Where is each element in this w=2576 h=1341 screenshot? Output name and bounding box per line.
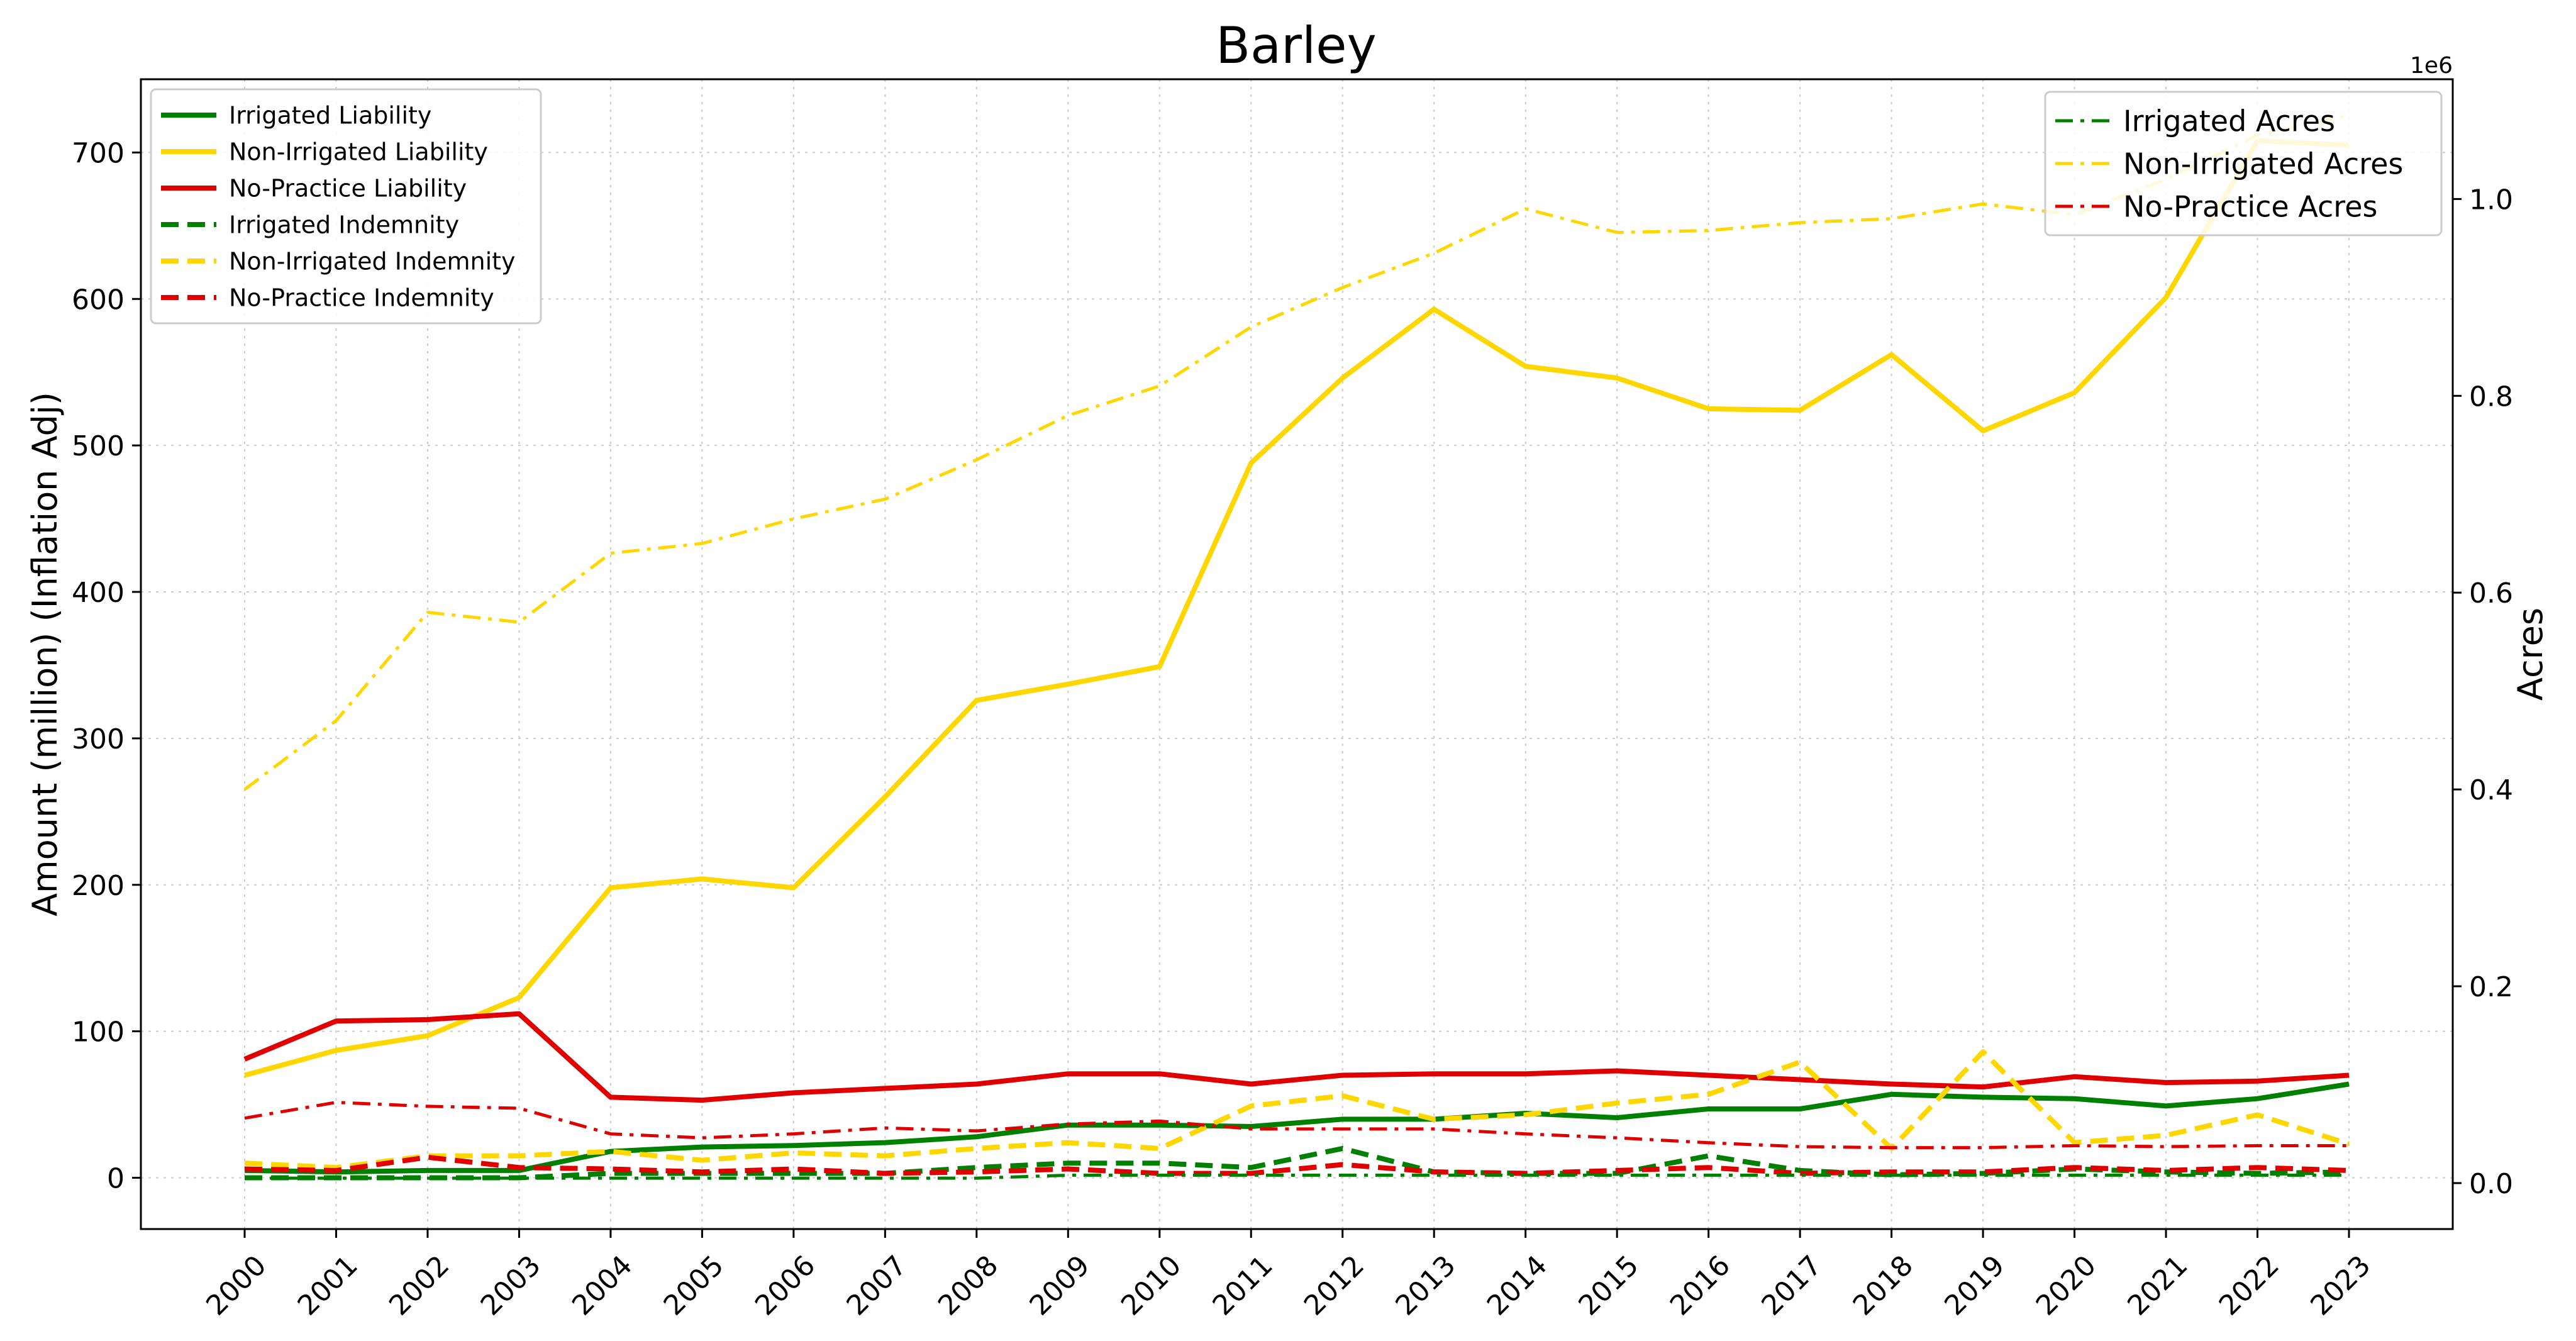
y-axis-right: 0.0 0.2 0.4 0.6 0.8 1.0 (2453, 184, 2513, 1200)
x-tick-label: 2014 (1481, 1249, 1553, 1322)
legend-label: Non-Irrigated Indemnity (229, 248, 516, 275)
x-axis: 2000 2001 2002 2003 2004 2005 2006 2007 2008 2009… (200, 1229, 2377, 1322)
plot-frame (140, 78, 2454, 1230)
x-tick-label: 2010 (1115, 1249, 1187, 1322)
y2-tick-label: 0.8 (2469, 381, 2513, 413)
x-tick-label: 2007 (841, 1249, 913, 1322)
y2-tick-label: 0.2 (2469, 971, 2513, 1003)
y-axis-label: Amount (million) (Inflation Adj) (25, 392, 65, 916)
legend-label: Irrigated Acres (2123, 104, 2335, 138)
y-tick-label: 400 (72, 577, 125, 609)
x-tick-label: 2012 (1298, 1249, 1370, 1322)
x-tick-label: 2006 (749, 1249, 821, 1322)
series-line: Irrigated Acres (245, 1173, 2349, 1180)
y2-axis-label: Acres (2511, 608, 2550, 701)
legend-box (150, 88, 542, 325)
y2-offset-text: 1e6 (2410, 53, 2453, 79)
x-tick-label: 2023 (2304, 1249, 2377, 1322)
y-tick-label: 200 (72, 870, 125, 902)
series-line: Non-Irrigated Liability (243, 138, 2350, 1078)
x-tick-label: 2020 (2030, 1249, 2102, 1322)
x-tick-label: 2021 (2121, 1249, 2194, 1322)
x-tick-label: 2009 (1023, 1249, 1096, 1322)
x-tick-label: 2008 (932, 1249, 1004, 1322)
x-tick-label: 2019 (1938, 1249, 2011, 1322)
legend-label: Non-Irrigated Acres (2123, 147, 2403, 181)
y2-tick-label: 0.0 (2469, 1168, 2513, 1200)
y-tick-label: 300 (72, 723, 125, 755)
legend-label: Non-Irrigated Liability (229, 138, 488, 166)
series-line: No-Practice Acres (244, 1101, 2349, 1150)
series-line: Non-Irrigated Acres (243, 113, 2350, 791)
series-line: Non-Irrigated Indemnity (244, 1049, 2350, 1171)
y-tick-label: 0 (107, 1162, 125, 1194)
legend-box (2044, 91, 2443, 236)
x-tick-label: 2016 (1664, 1249, 1736, 1322)
legend-label: Irrigated Liability (229, 102, 431, 130)
x-tick-label: 2004 (566, 1249, 638, 1322)
chart-title: Barley (1216, 16, 1377, 75)
y-tick-label: 500 (72, 430, 125, 462)
x-tick-label: 2017 (1755, 1249, 1828, 1322)
x-tick-label: 2001 (292, 1249, 364, 1322)
y2-tick-label: 0.4 (2469, 774, 2513, 806)
y-tick-label: 700 (72, 137, 125, 169)
legend-label: No-Practice Indemnity (229, 284, 494, 312)
legend-left: Irrigated Liability Non-Irrigated Liabili… (150, 88, 542, 325)
legend-label: Irrigated Indemnity (229, 211, 459, 239)
gridlines (141, 79, 2453, 1229)
x-tick-label: 2000 (200, 1249, 272, 1322)
y2-tick-label: 1.0 (2469, 184, 2513, 216)
y-tick-label: 100 (72, 1016, 125, 1049)
x-tick-label: 2003 (475, 1249, 547, 1322)
legend-label: No-Practice Liability (229, 175, 467, 203)
x-tick-label: 2022 (2213, 1249, 2285, 1322)
x-tick-label: 2013 (1389, 1249, 1462, 1322)
y2-tick-label: 0.6 (2469, 577, 2513, 609)
x-tick-label: 2002 (383, 1249, 455, 1322)
x-tick-label: 2011 (1206, 1249, 1279, 1322)
series-line: No-Practice Liability (243, 1011, 2350, 1103)
y-tick-label: 600 (72, 284, 125, 316)
legend-label: No-Practice Acres (2123, 190, 2377, 224)
legend-right: Irrigated Acres Non-Irrigated Acres No-Pra… (2044, 91, 2443, 236)
y-axis-left: 0 100 200 300 400 500 600 700 (72, 137, 141, 1194)
x-tick-label: 2018 (1847, 1249, 1919, 1322)
series-line: No-Practice Indemnity (244, 1154, 2350, 1176)
x-tick-label: 2015 (1572, 1249, 1645, 1322)
series-line: Irrigated Indemnity (245, 1145, 2350, 1181)
x-tick-label: 2005 (658, 1249, 730, 1322)
